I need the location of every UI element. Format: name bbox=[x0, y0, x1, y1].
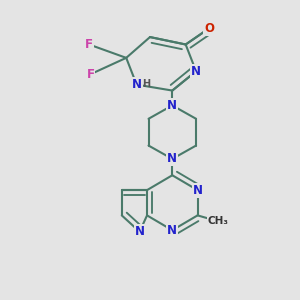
Text: F: F bbox=[85, 38, 93, 51]
Text: N: N bbox=[167, 99, 177, 112]
Text: N: N bbox=[167, 224, 177, 237]
Text: N: N bbox=[193, 184, 202, 196]
Text: F: F bbox=[87, 68, 94, 81]
Text: O: O bbox=[204, 22, 214, 34]
Text: N: N bbox=[167, 152, 177, 165]
Text: H: H bbox=[142, 79, 150, 89]
Text: N: N bbox=[135, 225, 145, 238]
Text: N: N bbox=[132, 78, 142, 91]
Text: CH₃: CH₃ bbox=[208, 216, 229, 226]
Text: N: N bbox=[191, 65, 201, 78]
